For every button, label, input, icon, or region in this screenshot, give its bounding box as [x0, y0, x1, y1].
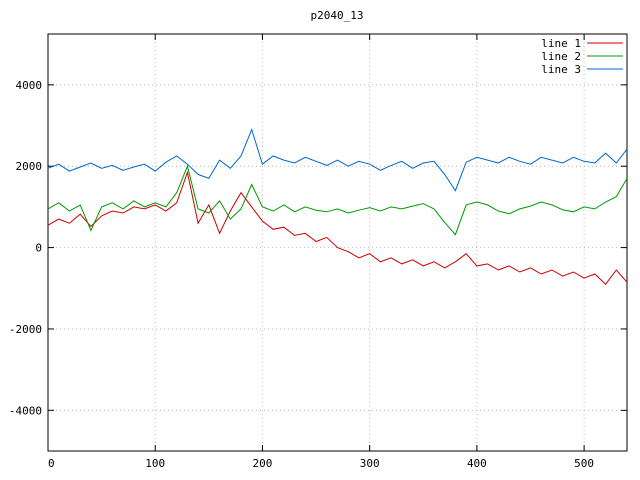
x-tick-label: 0 [48, 457, 55, 470]
legend-label: line 2 [541, 50, 581, 63]
legend-label: line 1 [541, 37, 581, 50]
y-tick-label: 4000 [16, 79, 43, 92]
y-tick-label: 2000 [16, 160, 43, 173]
series-line-1 [47, 170, 628, 285]
plot-border [47, 33, 628, 452]
series-line-3 [47, 128, 628, 192]
series-line-2 [47, 164, 628, 236]
x-tick-label: 300 [360, 457, 380, 470]
y-tick-label: -2000 [9, 323, 42, 336]
x-tick-label: 400 [467, 457, 487, 470]
legend-label: line 3 [541, 63, 581, 76]
chart-title: p2040_13 [311, 9, 364, 22]
x-tick-label: 100 [145, 457, 165, 470]
y-tick-label: -4000 [9, 404, 42, 417]
x-tick-label: 200 [253, 457, 273, 470]
x-tick-label: 500 [574, 457, 594, 470]
y-tick-label: 0 [35, 242, 42, 255]
